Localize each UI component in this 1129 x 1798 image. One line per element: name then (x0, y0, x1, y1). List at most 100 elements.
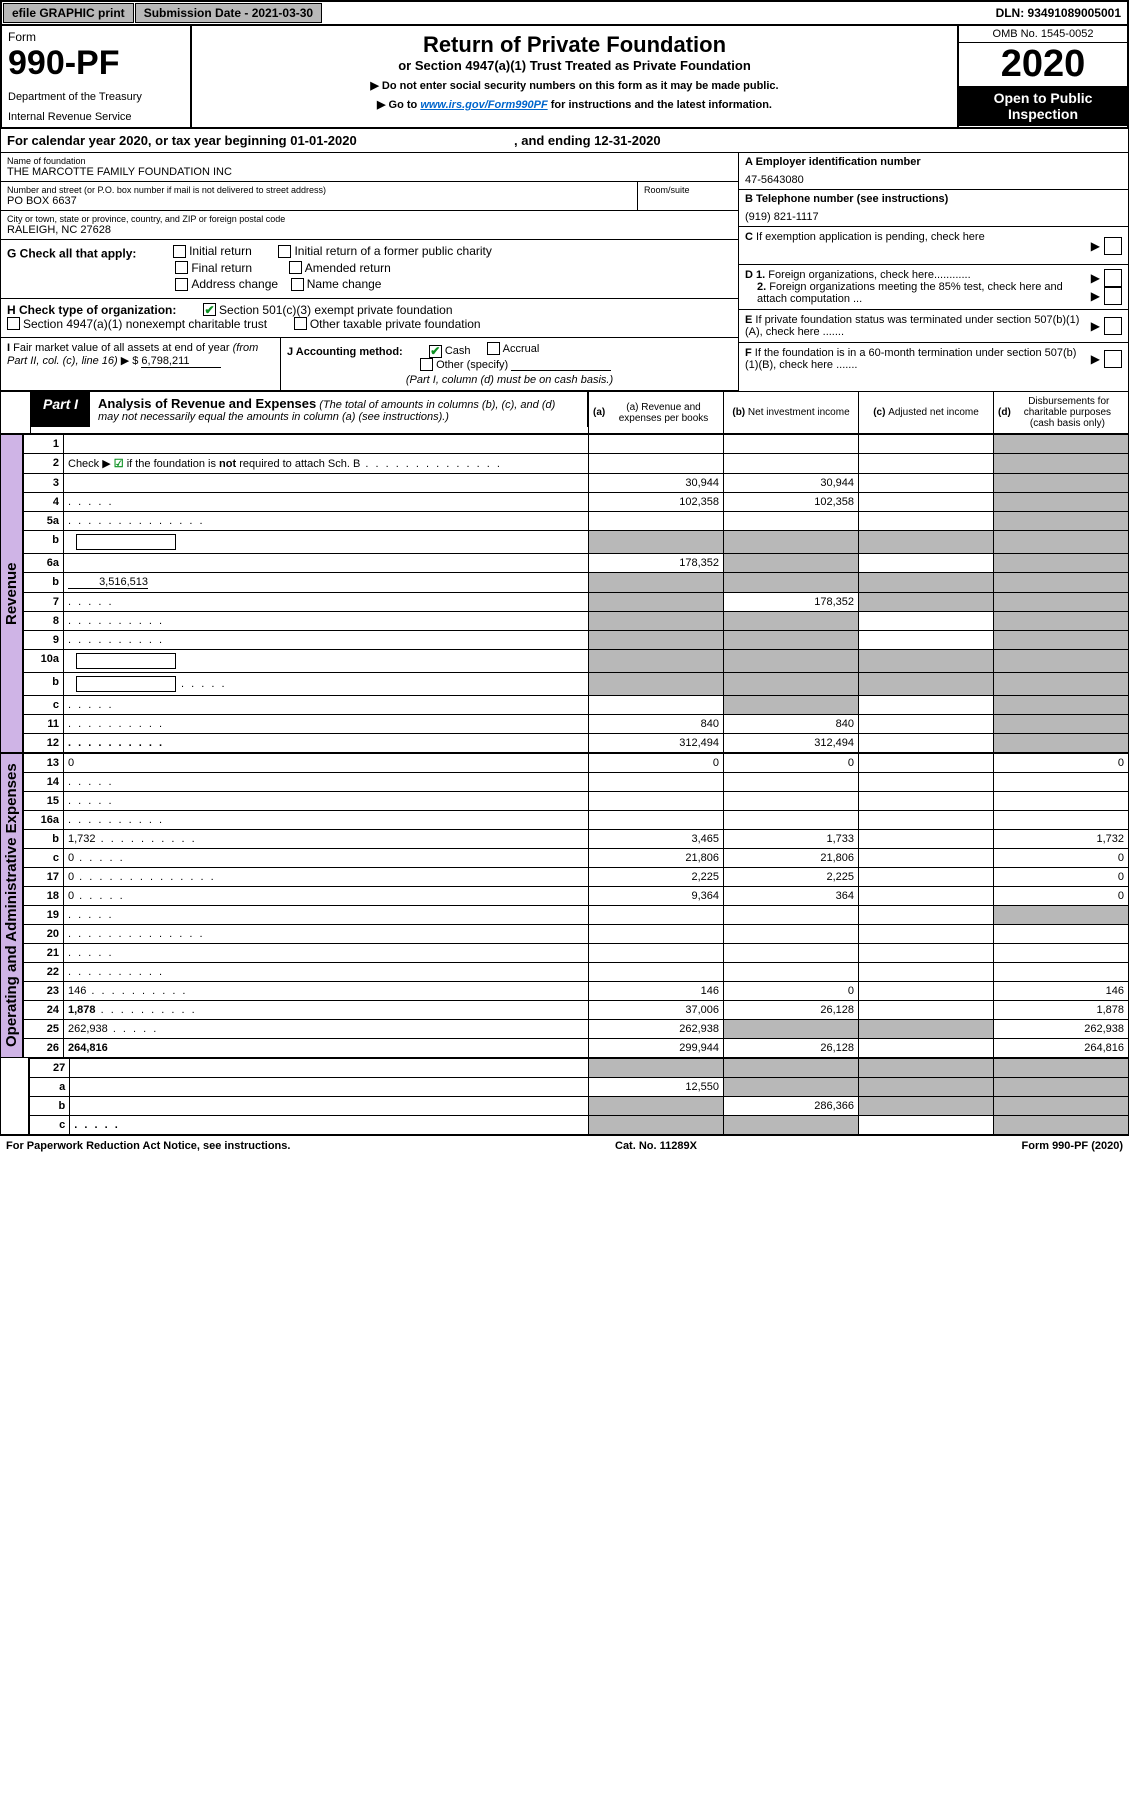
amt-c (859, 734, 994, 753)
amt-a (589, 1097, 724, 1116)
section-f: F If the foundation is in a 60-month ter… (739, 343, 1128, 375)
amt-b (724, 531, 859, 554)
line-desc (64, 493, 589, 512)
cb-cash[interactable]: Cash (429, 345, 471, 358)
amt-d: 262,938 (994, 1020, 1129, 1039)
amt-b (724, 906, 859, 925)
line-desc (70, 1059, 589, 1078)
amt-a (589, 792, 724, 811)
cb-initial-former[interactable]: Initial return of a former public charit… (278, 244, 491, 258)
line-num: b (24, 573, 64, 593)
cb-final-return[interactable]: Final return (175, 261, 252, 275)
arrow-icon: ▶ (1091, 239, 1100, 253)
line-desc (64, 593, 589, 612)
cb-address-change[interactable]: Address change (175, 277, 278, 291)
amt-d (994, 1116, 1129, 1135)
amt-c (859, 1001, 994, 1020)
cb-name-change[interactable]: Name change (291, 277, 382, 291)
amt-b: 30,944 (724, 474, 859, 493)
amt-c (859, 944, 994, 963)
amt-a: 3,465 (589, 830, 724, 849)
amt-b (724, 1059, 859, 1078)
cb-other-taxable[interactable]: Other taxable private foundation (294, 317, 481, 331)
amt-c (859, 696, 994, 715)
section-c: C If exemption application is pending, c… (739, 227, 1128, 265)
amt-b (724, 1116, 859, 1135)
line-desc (64, 944, 589, 963)
line-num: 11 (24, 715, 64, 734)
amt-c (859, 593, 994, 612)
line-num: 26 (24, 1039, 64, 1058)
amt-c (859, 435, 994, 454)
line-desc (64, 925, 589, 944)
line-desc (64, 554, 589, 573)
line-desc (64, 792, 589, 811)
amt-b (724, 631, 859, 650)
cb-d2[interactable] (1104, 287, 1122, 305)
form-id-box: Form 990-PF Department of the Treasury I… (2, 26, 192, 127)
efile-print-button[interactable]: efile GRAPHIC print (3, 3, 134, 23)
form-ref: Form 990-PF (2020) (1022, 1140, 1124, 1152)
city-cell: City or town, state or province, country… (1, 211, 738, 240)
amt-a: 102,358 (589, 493, 724, 512)
amt-b: 1,733 (724, 830, 859, 849)
opex-side-label: Operating and Administrative Expenses (0, 753, 23, 1058)
line-num: 19 (24, 906, 64, 925)
amt-b: 0 (724, 754, 859, 773)
amt-a: 178,352 (589, 554, 724, 573)
cb-d1[interactable] (1104, 269, 1122, 287)
amt-d (994, 650, 1129, 673)
line-desc: Check ▶ ☑ if the foundation is not requi… (64, 454, 589, 474)
line-desc (70, 1097, 589, 1116)
summary-section: 27a12,550b286,366c (0, 1058, 1129, 1135)
line-desc (64, 512, 589, 531)
amt-a (589, 631, 724, 650)
summary-table: 27a12,550b286,366c (29, 1058, 1129, 1135)
amt-d (994, 734, 1129, 753)
line-desc (70, 1116, 589, 1135)
amt-d (994, 573, 1129, 593)
amt-d (994, 454, 1129, 474)
amt-d (994, 593, 1129, 612)
cb-e[interactable] (1104, 317, 1122, 335)
line-num: 21 (24, 944, 64, 963)
line-num: 23 (24, 982, 64, 1001)
amt-b (724, 944, 859, 963)
amt-c (859, 1059, 994, 1078)
cb-501c3[interactable]: Section 501(c)(3) exempt private foundat… (203, 303, 452, 317)
cb-c[interactable] (1104, 237, 1122, 255)
cb-accrual[interactable]: Accrual (487, 342, 540, 355)
col-b-header: (b) Net investment income (723, 392, 858, 433)
amt-d (994, 673, 1129, 696)
irs-link[interactable]: www.irs.gov/Form990PF (420, 99, 547, 111)
amt-b: 2,225 (724, 868, 859, 887)
form-number: 990-PF (8, 44, 184, 83)
amt-a (589, 811, 724, 830)
amt-c (859, 612, 994, 631)
line-desc: 264,816 (64, 1039, 589, 1058)
amt-d (994, 612, 1129, 631)
cb-4947a1[interactable]: Section 4947(a)(1) nonexempt charitable … (7, 317, 267, 331)
amt-a: 30,944 (589, 474, 724, 493)
amt-d (994, 474, 1129, 493)
arrow-icon: ▶ (1091, 271, 1100, 285)
line-num: 24 (24, 1001, 64, 1020)
line-num: b (24, 531, 64, 554)
cb-other-method[interactable]: Other (specify) (420, 358, 508, 371)
entity-info-grid: Name of foundation THE MARCOTTE FAMILY F… (0, 153, 1129, 392)
amt-c (859, 830, 994, 849)
form-title: Return of Private Foundation (198, 32, 951, 58)
cb-f[interactable] (1104, 350, 1122, 368)
line-num: b (24, 830, 64, 849)
amt-b (724, 435, 859, 454)
amt-d (994, 1059, 1129, 1078)
amt-a (589, 963, 724, 982)
amt-b: 102,358 (724, 493, 859, 512)
line-num: c (30, 1116, 70, 1135)
revenue-section: Revenue 12Check ▶ ☑ if the foundation is… (0, 434, 1129, 753)
amt-a (589, 435, 724, 454)
line-desc: 3,516,513 (64, 573, 589, 593)
cb-amended[interactable]: Amended return (289, 261, 391, 275)
amt-c (859, 887, 994, 906)
cb-initial-return[interactable]: Initial return (173, 244, 252, 258)
